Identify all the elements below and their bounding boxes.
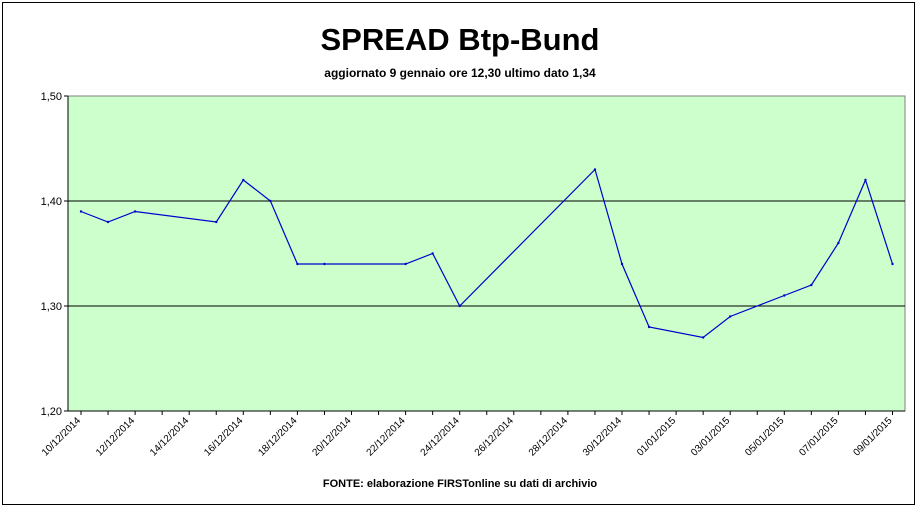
x-tick-label: 24/12/2014 [419, 415, 462, 458]
chart-subtitle: aggiornato 9 gennaio ore 12,30 ultimo da… [324, 66, 596, 80]
x-tick-label: 14/12/2014 [148, 415, 191, 458]
x-tick-label: 20/12/2014 [310, 415, 353, 458]
x-tick-label: 05/01/2015 [743, 415, 786, 458]
data-point [323, 262, 326, 266]
data-point [647, 325, 651, 329]
data-point [269, 199, 272, 203]
x-tick-label: 03/01/2015 [689, 415, 732, 458]
data-point [296, 262, 299, 266]
chart-title: SPREAD Btp-Bund [320, 22, 600, 57]
x-tick-label: 28/12/2014 [527, 415, 570, 458]
x-tick-label: 01/01/2015 [635, 415, 678, 458]
data-point [810, 283, 813, 287]
data-point [620, 262, 624, 266]
x-tick-label: 12/12/2014 [94, 415, 137, 458]
data-point [431, 252, 434, 255]
x-tick-label: 18/12/2014 [256, 415, 299, 458]
data-point [701, 336, 705, 339]
x-tick-label: 26/12/2014 [473, 415, 516, 458]
data-point [891, 262, 894, 266]
y-tick-label: 1,20 [41, 406, 62, 418]
data-point [404, 262, 407, 266]
y-tick-label: 1,30 [41, 301, 62, 313]
x-tick-label: 16/12/2014 [202, 415, 245, 458]
x-tick-label: 09/01/2015 [851, 415, 894, 458]
chart-source: FONTE: elaborazione FIRSTonline su dati … [322, 478, 598, 490]
x-tick-label: 30/12/2014 [581, 415, 624, 458]
data-point [458, 304, 461, 308]
y-tick-label: 1,40 [41, 196, 62, 208]
x-tick-label: 22/12/2014 [365, 415, 408, 458]
data-point [106, 220, 110, 224]
data-point [133, 210, 137, 213]
data-point [864, 178, 867, 182]
data-point [783, 294, 786, 297]
plot-area [67, 95, 906, 412]
data-point [593, 168, 597, 171]
y-tick-label: 1,50 [41, 91, 62, 103]
x-tick-label: 07/01/2015 [797, 415, 840, 458]
data-point [729, 315, 732, 318]
x-tick-label: 10/12/2014 [40, 415, 83, 458]
data-point [215, 220, 218, 224]
data-point [837, 241, 840, 245]
data-point [79, 210, 83, 213]
data-point [242, 178, 245, 182]
